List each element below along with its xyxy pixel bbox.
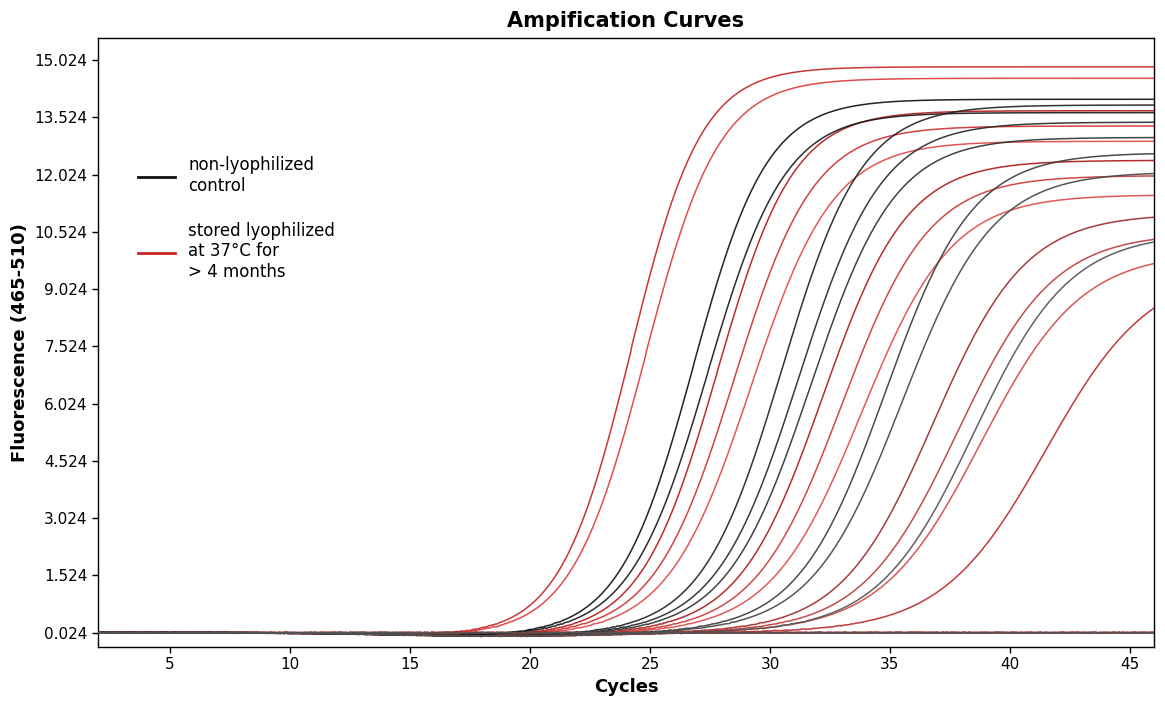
Legend: non-lyophilized
control, stored lyophilized
at 37°C for
> 4 months: non-lyophilized control, stored lyophili… — [139, 156, 336, 281]
X-axis label: Cycles: Cycles — [594, 678, 658, 696]
Title: Ampification Curves: Ampification Curves — [508, 11, 744, 31]
Y-axis label: Fluorescence (465-510): Fluorescence (465-510) — [12, 223, 29, 462]
